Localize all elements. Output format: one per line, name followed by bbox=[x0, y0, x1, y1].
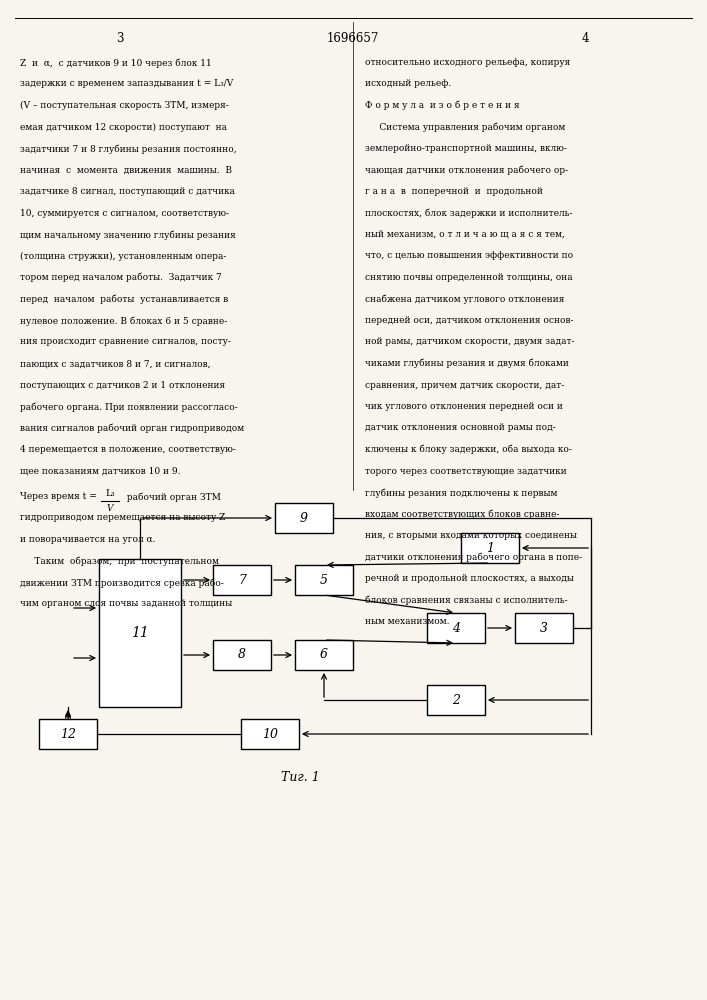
Bar bbox=[213, 640, 271, 670]
Text: чим органом слоя почвы заданной толщины: чим органом слоя почвы заданной толщины bbox=[20, 599, 233, 608]
Text: 10: 10 bbox=[262, 728, 278, 740]
Text: перед  началом  работы  устанавливается в: перед началом работы устанавливается в bbox=[20, 294, 228, 304]
Text: 3: 3 bbox=[540, 621, 548, 635]
Text: задержки с временем запаздывания t = L₃/V: задержки с временем запаздывания t = L₃/… bbox=[20, 80, 233, 89]
Text: емая датчиком 12 скорости) поступают  на: емая датчиком 12 скорости) поступают на bbox=[20, 122, 227, 132]
Text: щим начальному значению глубины резания: щим начальному значению глубины резания bbox=[20, 230, 235, 239]
Text: землеройно-транспортной машины, вклю-: землеройно-транспортной машины, вклю- bbox=[365, 144, 567, 153]
Text: L₃: L₃ bbox=[105, 489, 115, 498]
Text: 1: 1 bbox=[486, 542, 494, 554]
Bar bbox=[515, 613, 573, 643]
Text: 1696657: 1696657 bbox=[327, 31, 379, 44]
Text: снятию почвы определенной толщины, она: снятию почвы определенной толщины, она bbox=[365, 273, 573, 282]
Text: датчик отклонения основной рамы под-: датчик отклонения основной рамы под- bbox=[365, 424, 556, 432]
Text: ключены к блоку задержки, оба выхода ко-: ключены к блоку задержки, оба выхода ко- bbox=[365, 445, 572, 454]
Bar bbox=[427, 613, 485, 643]
Bar bbox=[461, 533, 519, 563]
Text: блоков сравнения связаны с исполнитель-: блоков сравнения связаны с исполнитель- bbox=[365, 595, 568, 605]
Text: щее показаниям датчиков 10 и 9.: щее показаниям датчиков 10 и 9. bbox=[20, 466, 180, 476]
Bar bbox=[213, 565, 271, 595]
Text: поступающих с датчиков 2 и 1 отклонения: поступающих с датчиков 2 и 1 отклонения bbox=[20, 380, 225, 389]
Text: 7: 7 bbox=[238, 574, 246, 586]
Bar bbox=[295, 565, 353, 595]
Text: ния, с вторыми входами которых соединены: ния, с вторыми входами которых соединены bbox=[365, 531, 577, 540]
Text: ной рамы, датчиком скорости, двумя задат-: ной рамы, датчиком скорости, двумя задат… bbox=[365, 338, 575, 347]
Text: 3: 3 bbox=[116, 31, 124, 44]
Text: и поворачивается на угол α.: и поворачивается на угол α. bbox=[20, 535, 156, 544]
Text: г а н а  в  поперечной  и  продольной: г а н а в поперечной и продольной bbox=[365, 187, 543, 196]
Text: Τиг. 1: Τиг. 1 bbox=[281, 771, 320, 784]
Text: входам соответствующих блоков сравне-: входам соответствующих блоков сравне- bbox=[365, 510, 559, 519]
Text: датчики отклонения рабочего органа в попе-: датчики отклонения рабочего органа в поп… bbox=[365, 552, 582, 562]
Text: речной и продольной плоскостях, а выходы: речной и продольной плоскостях, а выходы bbox=[365, 574, 574, 583]
Text: что, с целью повышения эффективности по: что, с целью повышения эффективности по bbox=[365, 251, 573, 260]
Text: V: V bbox=[107, 504, 113, 513]
Text: 12: 12 bbox=[60, 728, 76, 740]
Text: ным механизмом.: ным механизмом. bbox=[365, 617, 450, 626]
Text: начиная  с  момента  движения  машины.  В: начиная с момента движения машины. В bbox=[20, 165, 232, 174]
Text: 6: 6 bbox=[320, 648, 328, 662]
Text: 4 перемещается в положение, соответствую-: 4 перемещается в положение, соответствую… bbox=[20, 445, 236, 454]
Text: 11: 11 bbox=[131, 626, 149, 640]
Text: гидроприводом перемещается на высоту Z: гидроприводом перемещается на высоту Z bbox=[20, 514, 226, 522]
Text: сравнения, причем датчик скорости, дат-: сравнения, причем датчик скорости, дат- bbox=[365, 380, 564, 389]
Text: Через время t =: Через время t = bbox=[20, 492, 97, 501]
Bar bbox=[39, 719, 97, 749]
Text: (толщина стружки), установленным опера-: (толщина стружки), установленным опера- bbox=[20, 251, 226, 261]
Text: рабочий орган ЗТМ: рабочий орган ЗТМ bbox=[124, 492, 221, 502]
Bar bbox=[427, 685, 485, 715]
Text: 8: 8 bbox=[238, 648, 246, 662]
Text: исходный рельеф.: исходный рельеф. bbox=[365, 80, 451, 89]
Text: нулевое положение. В блоках 6 и 5 сравне-: нулевое положение. В блоках 6 и 5 сравне… bbox=[20, 316, 227, 326]
Text: 2: 2 bbox=[452, 694, 460, 706]
Text: 4: 4 bbox=[581, 31, 589, 44]
Text: относительно исходного рельефа, копируя: относительно исходного рельефа, копируя bbox=[365, 58, 571, 67]
Text: 10, суммируется с сигналом, соответствую-: 10, суммируется с сигналом, соответствую… bbox=[20, 209, 229, 218]
Text: 5: 5 bbox=[320, 574, 328, 586]
Text: 9: 9 bbox=[300, 512, 308, 524]
Bar bbox=[295, 640, 353, 670]
Text: чик углового отклонения передней оси и: чик углового отклонения передней оси и bbox=[365, 402, 563, 411]
Text: рабочего органа. При появлении рассогласо-: рабочего органа. При появлении рассоглас… bbox=[20, 402, 238, 412]
Bar bbox=[241, 719, 299, 749]
Bar bbox=[99, 559, 181, 707]
Text: вания сигналов рабочий орган гидроприводом: вания сигналов рабочий орган гидропривод… bbox=[20, 424, 244, 433]
Text: тором перед началом работы.  Задатчик 7: тором перед началом работы. Задатчик 7 bbox=[20, 273, 222, 282]
Text: ный механизм, о т л и ч а ю щ а я с я тем,: ный механизм, о т л и ч а ю щ а я с я те… bbox=[365, 230, 565, 239]
Text: чиками глубины резания и двумя блоками: чиками глубины резания и двумя блоками bbox=[365, 359, 569, 368]
Text: Система управления рабочим органом: Система управления рабочим органом bbox=[365, 122, 566, 132]
Text: движении ЗТМ производится срезка рабо-: движении ЗТМ производится срезка рабо- bbox=[20, 578, 223, 587]
Text: задатчики 7 и 8 глубины резания постоянно,: задатчики 7 и 8 глубины резания постоянн… bbox=[20, 144, 237, 153]
Text: Z  и  α,  с датчиков 9 и 10 через блок 11: Z и α, с датчиков 9 и 10 через блок 11 bbox=[20, 58, 212, 68]
Text: пающих с задатчиков 8 и 7, и сигналов,: пающих с задатчиков 8 и 7, и сигналов, bbox=[20, 359, 211, 368]
Text: торого через соответствующие задатчики: торого через соответствующие задатчики bbox=[365, 466, 567, 476]
Text: глубины резания подключены к первым: глубины резания подключены к первым bbox=[365, 488, 557, 497]
Text: снабжена датчиком углового отклонения: снабжена датчиком углового отклонения bbox=[365, 294, 564, 304]
Text: ния происходит сравнение сигналов, посту-: ния происходит сравнение сигналов, посту… bbox=[20, 338, 231, 347]
Bar bbox=[275, 503, 333, 533]
Text: задатчике 8 сигнал, поступающий с датчика: задатчике 8 сигнал, поступающий с датчик… bbox=[20, 187, 235, 196]
Text: 4: 4 bbox=[452, 621, 460, 635]
Text: плоскостях, блок задержки и исполнитель-: плоскостях, блок задержки и исполнитель- bbox=[365, 209, 573, 218]
Text: Ф о р м у л а  и з о б р е т е н и я: Ф о р м у л а и з о б р е т е н и я bbox=[365, 101, 520, 110]
Text: чающая датчики отклонения рабочего ор-: чающая датчики отклонения рабочего ор- bbox=[365, 165, 568, 175]
Text: Таким  образом,  при  поступательном: Таким образом, при поступательном bbox=[20, 556, 219, 566]
Text: передней оси, датчиком отклонения основ-: передней оси, датчиком отклонения основ- bbox=[365, 316, 573, 325]
Text: (V – поступательная скорость ЗТМ, измеря-: (V – поступательная скорость ЗТМ, измеря… bbox=[20, 101, 229, 110]
